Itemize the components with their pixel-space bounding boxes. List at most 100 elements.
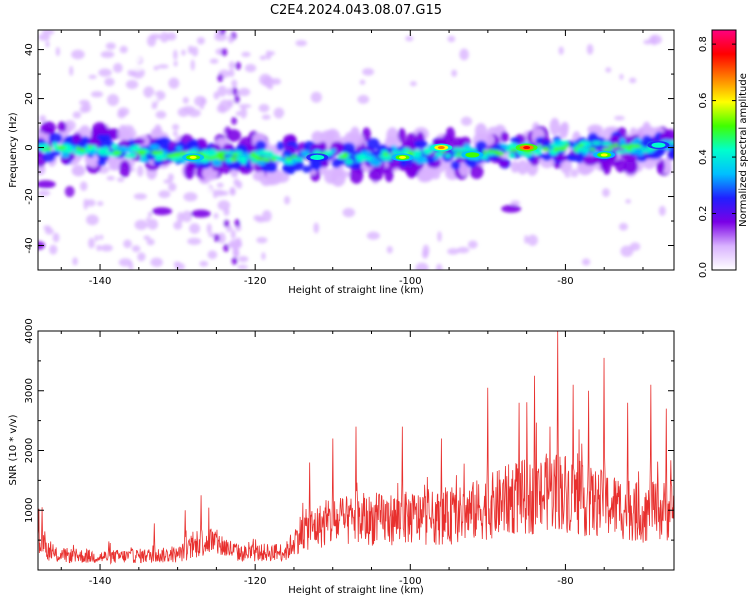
spectrogram-noise-cell: [217, 232, 226, 244]
spectrogram-noise-cell: [233, 249, 240, 258]
spectrogram-band-cell: [256, 156, 265, 162]
spectrogram-band-cell: [494, 151, 505, 156]
spectrogram-noise-cell: [227, 35, 234, 44]
figure-title: C2E4.2024.043.08.07.G15: [270, 3, 442, 18]
spectrogram-noise-cell: [217, 85, 227, 97]
spectrogram-noise-cell: [221, 48, 228, 57]
spectrogram-band-cell: [57, 121, 67, 133]
spectrogram-band-cell: [625, 155, 637, 163]
snr-x-tick-label: -120: [244, 576, 267, 587]
spectrogram-noise-cell: [467, 240, 478, 249]
spectrogram-band-cell: [579, 147, 590, 153]
colorbar-gradient: [711, 29, 737, 271]
spectrogram-band-cell: [612, 143, 620, 148]
spectrogram-band-cell: [265, 166, 278, 173]
spectrogram-band-cell: [619, 144, 630, 149]
snr-x-tick-label: -100: [399, 576, 422, 587]
spectrogram-noise-cell: [459, 48, 469, 61]
spectrogram-noise-cell: [231, 87, 238, 96]
spectrogram-band-cell: [153, 124, 163, 142]
spectrogram-noise-cell: [310, 91, 322, 103]
spectrogram-noise-cell: [570, 168, 579, 178]
spectrogram-noise-cell: [451, 69, 458, 77]
spectrogram-noise-cell: [196, 37, 205, 45]
spectrogram-band-cell: [558, 124, 569, 139]
spectrogram-band-cell: [668, 148, 674, 154]
spectrogram-noise-cell: [176, 211, 184, 224]
spectrogram-noise-cell: [98, 68, 112, 77]
spectrogram-band-cell: [601, 141, 612, 147]
spectrogram-y-tick-label: -20: [24, 188, 35, 204]
spectrogram-x-tick-label: -100: [399, 276, 422, 287]
spectrogram-band-cell: [609, 144, 614, 150]
spectrogram-band-cell: [510, 160, 520, 173]
spectrogram-noise-cell: [227, 99, 234, 108]
spectrogram-noise-cell: [38, 33, 51, 41]
spectrogram-band-cell: [234, 156, 247, 162]
colorbar-ticks: 0.0 0.2 0.4 0.6 0.8: [698, 36, 736, 278]
spectrogram-noise-cell: [261, 252, 266, 261]
spectrogram-noise-cell: [71, 49, 85, 60]
spectrogram-band-cell: [75, 146, 81, 151]
spectrogram-noise-cell: [55, 46, 61, 57]
spectrogram-band-cell: [133, 138, 145, 145]
spectrogram-band-cell: [549, 143, 560, 148]
spectrogram-x-axis-label: Height of straight line (km): [288, 285, 424, 296]
spectrogram-noise-cell: [157, 64, 169, 69]
spectrogram-band-cell: [418, 156, 427, 163]
spectrogram-noise-cell: [531, 78, 541, 85]
spectrogram-band-cell: [587, 124, 604, 135]
spectrogram-band-cell: [451, 137, 465, 149]
spectrogram-noise-cell: [447, 35, 456, 43]
spectrogram-band-cell: [112, 150, 122, 156]
spectrogram-noise-cell: [159, 31, 169, 43]
spectrogram-noise-cell: [535, 103, 544, 110]
spectrogram-band-cell: [469, 164, 484, 179]
spectrogram-noise-cell: [226, 87, 233, 96]
colorbar-tick-label: 0.8: [698, 36, 709, 52]
spectrogram-noise-cell: [136, 165, 144, 177]
spectrogram-x-ticks: -140 -120 -100 -80: [60, 30, 644, 287]
spectrogram-noise-cell: [234, 218, 241, 227]
spectrogram-band-cell: [281, 165, 296, 174]
spectrogram-noise-cell: [119, 45, 128, 54]
spectrogram-peak: [468, 153, 476, 157]
spectrogram-noise-cell: [164, 101, 178, 107]
spectrogram-noise-cell: [173, 49, 178, 60]
spectrogram-noise-cell: [145, 217, 150, 222]
spectrogram-band-cell: [72, 132, 82, 145]
spectrogram-band-cell: [153, 159, 164, 166]
spectrogram-band-cell: [300, 150, 311, 155]
spectrogram-band-cell: [146, 155, 156, 160]
spectrogram-noise-cell: [79, 99, 90, 106]
spectrogram-y-ticks: -40 -20 0 20 40: [24, 43, 674, 271]
spectrogram-band-cell: [232, 152, 239, 157]
spectrogram-y-tick-label: 40: [24, 43, 35, 56]
spectrogram-band-cell: [47, 146, 52, 152]
spectrogram-noise-cell: [167, 173, 174, 182]
spectrogram-noise-cell: [614, 115, 625, 121]
spectrogram-noise-cell: [96, 244, 102, 252]
spectrogram-band-cell: [553, 146, 559, 152]
spectrogram-noise-cell: [216, 182, 224, 188]
spectrogram-noise-cell: [143, 235, 151, 241]
colorbar-tick-label: 0.0: [698, 262, 709, 278]
spectrogram-noise-cell: [209, 58, 219, 64]
spectrogram-noise-cell: [262, 78, 271, 84]
spectrogram-peak: [523, 146, 531, 150]
spectrogram-band-cell: [51, 142, 59, 147]
spectrogram-band-cell: [510, 137, 522, 144]
spectrogram-noise-cell: [524, 234, 529, 244]
spectrogram-noise-cell: [617, 201, 622, 208]
spectrogram-band-cell: [186, 161, 196, 172]
spectrogram-noise-cell: [258, 104, 270, 113]
spectrogram-noise-cell: [447, 248, 460, 255]
spectrogram-noise-cell: [651, 35, 657, 46]
spectrogram-band-cell: [61, 149, 72, 154]
spectrogram-x-tick-label: -80: [557, 276, 573, 287]
spectrogram-noise-cell: [268, 51, 275, 56]
spectrogram-noise-cell: [215, 189, 224, 197]
spectrogram-noise-cell: [456, 246, 470, 254]
spectrogram-band-cell: [456, 152, 462, 156]
spectrogram-band-cell: [576, 143, 585, 148]
